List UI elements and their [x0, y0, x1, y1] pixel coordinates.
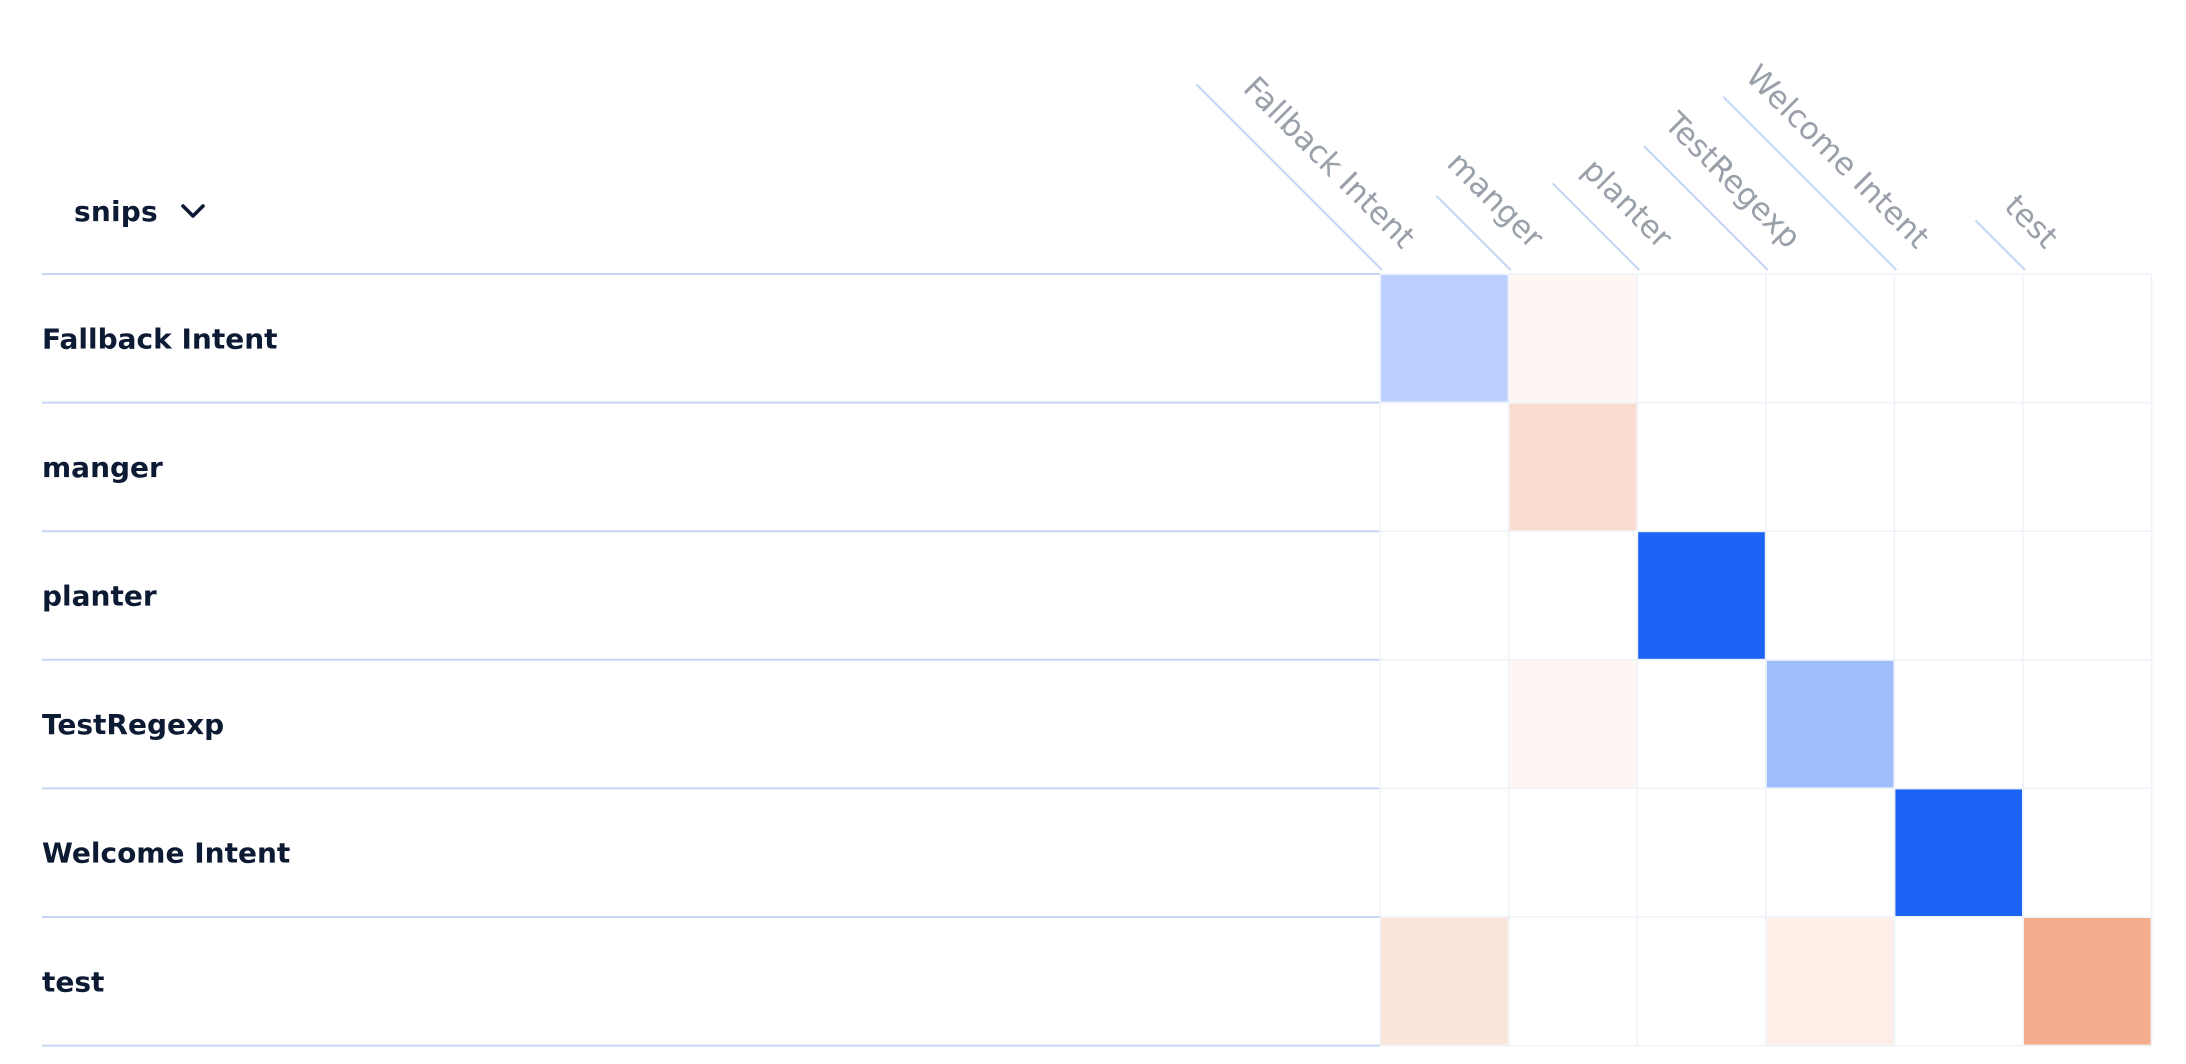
- heatmap-cell: [1509, 275, 1637, 402]
- column-leader-line: [1195, 83, 1383, 271]
- heatmap-cell: [1766, 918, 1894, 1045]
- model-dropdown-label: snips: [74, 194, 158, 228]
- column-label: manger: [1440, 145, 1551, 256]
- heatmap-cell: [1509, 403, 1637, 531]
- column-leader-line: [1435, 195, 1512, 271]
- column-label: Fallback Intent: [1236, 70, 1422, 256]
- heatmap-cell: [1381, 275, 1508, 402]
- heatmap-cell: [1509, 660, 1637, 788]
- column-label: planter: [1575, 152, 1679, 256]
- heatmap-cell: [1766, 660, 1894, 788]
- row-dividers: [42, 273, 1380, 1047]
- model-dropdown[interactable]: snips: [74, 186, 206, 236]
- heatmap-cell: [2024, 918, 2151, 1045]
- chevron-down-icon: [181, 204, 205, 218]
- column-leader-line: [1551, 182, 1640, 271]
- heatmap-cells: [1379, 273, 2153, 1047]
- row-label: Welcome Intent: [42, 837, 290, 870]
- row-labels: Fallback Intent manger planter TestRegexp We…: [42, 322, 290, 998]
- column-labels: Fallback Intent manger planterTestRegexpWe…: [1236, 58, 2065, 256]
- heatmap-cell: [1381, 918, 1508, 1045]
- column-leader-line: [1974, 219, 2026, 271]
- column-leader-line: [1643, 145, 1769, 271]
- row-label: TestRegexp: [42, 708, 224, 741]
- row-label: manger: [42, 451, 163, 484]
- heatmap-cell: [1638, 532, 1765, 659]
- row-label: test: [42, 965, 104, 998]
- column-label-leaders: [1195, 83, 2026, 271]
- row-label: planter: [42, 580, 157, 613]
- heatmap-cell: [1895, 789, 2022, 916]
- row-label: Fallback Intent: [42, 322, 278, 355]
- column-leader-line: [1722, 96, 1898, 271]
- column-label: test: [1997, 188, 2065, 256]
